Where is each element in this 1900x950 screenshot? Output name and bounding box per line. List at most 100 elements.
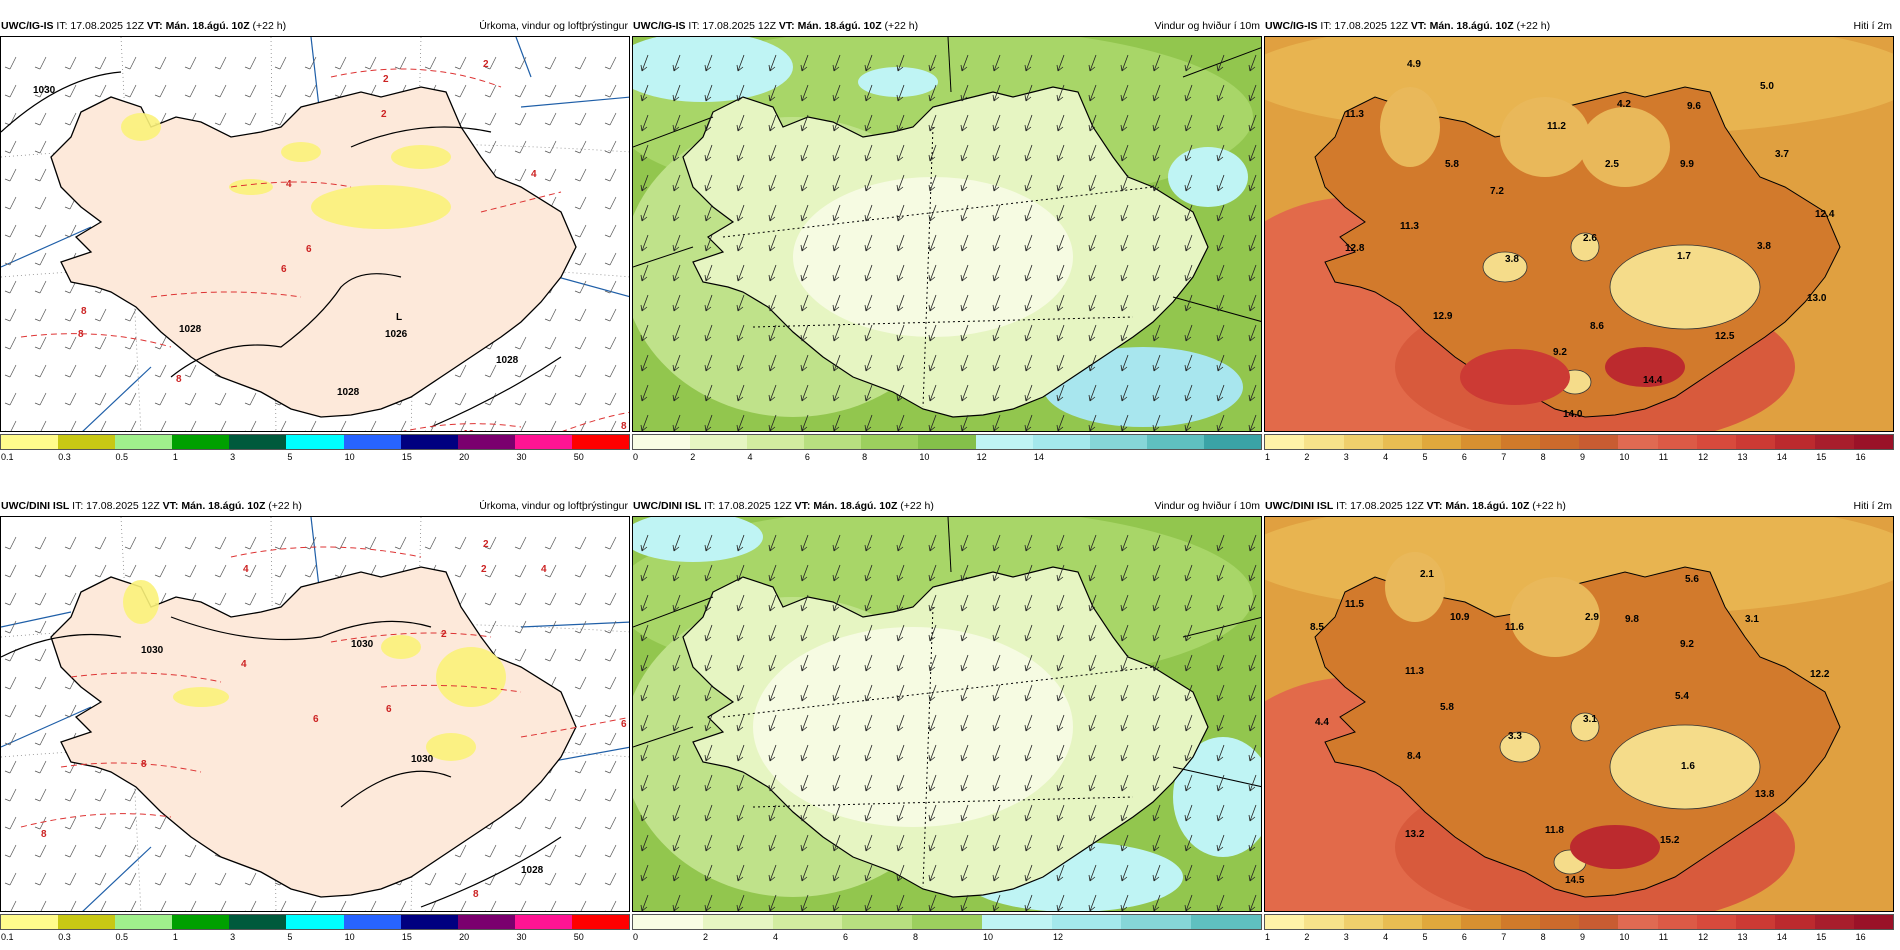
wind-arrow bbox=[864, 204, 873, 222]
wind-arrow bbox=[800, 414, 809, 431]
wind-arrow bbox=[800, 144, 809, 162]
wind-arrow bbox=[928, 54, 937, 72]
colorbar-tick-label: 0.5 bbox=[115, 452, 129, 462]
temperature-value: 5.8 bbox=[1445, 159, 1459, 170]
wind-arrow bbox=[928, 834, 937, 852]
wind-barb bbox=[124, 844, 137, 858]
wind-barb bbox=[574, 308, 587, 322]
wind-arrow bbox=[1152, 594, 1161, 612]
wind-arrow bbox=[672, 354, 681, 372]
wind-arrow bbox=[1120, 744, 1129, 762]
wind-barb bbox=[244, 392, 257, 406]
wind-barb bbox=[544, 816, 557, 830]
temperature-value: 10.9 bbox=[1450, 612, 1470, 623]
panel-title: Úrkoma, vindur og loftþrýstingur bbox=[479, 500, 628, 512]
wind-arrow bbox=[832, 174, 841, 192]
wind-arrow bbox=[832, 204, 841, 222]
wind-arrow bbox=[992, 834, 1001, 852]
wind-barb bbox=[34, 592, 47, 606]
colorbar-tick-label: 0 bbox=[633, 932, 639, 942]
iceland-landmass bbox=[50, 86, 577, 418]
wind-barb bbox=[605, 420, 617, 431]
wind-arrow bbox=[800, 564, 809, 582]
wind-arrow bbox=[832, 324, 841, 342]
wind-barb bbox=[124, 84, 137, 98]
isobar-label: 1030 bbox=[141, 645, 164, 656]
wind-barb bbox=[604, 788, 617, 802]
wind-arrow bbox=[1088, 114, 1097, 132]
wind-barb bbox=[604, 732, 617, 746]
wind-arrow bbox=[928, 324, 937, 342]
wind-barb bbox=[154, 872, 167, 886]
wind-arrow bbox=[960, 264, 969, 282]
temp-850-label: 4 bbox=[531, 169, 537, 180]
wind-arrow bbox=[992, 54, 1001, 72]
colorbar-tick-label: 15 bbox=[401, 452, 412, 462]
colorbar-tick-label: 0.3 bbox=[58, 932, 71, 942]
wind-arrow bbox=[800, 534, 809, 552]
colorbar-tick-label: 0 bbox=[633, 452, 639, 462]
wind-arrow bbox=[1216, 204, 1225, 222]
wind-arrow bbox=[1024, 594, 1033, 612]
wind-arrow bbox=[1184, 534, 1193, 552]
wind-barb bbox=[34, 112, 47, 126]
colorbar-tick-label: 5 bbox=[1422, 452, 1428, 462]
wind-arrow bbox=[1088, 234, 1097, 252]
colorbar-swatch bbox=[229, 435, 287, 449]
colorbar-tick-label: 4 bbox=[1383, 452, 1389, 462]
wind-barb bbox=[484, 392, 497, 406]
wind-barb bbox=[4, 196, 17, 210]
wind-barb bbox=[454, 56, 467, 70]
wind-barb bbox=[544, 648, 557, 662]
wind-arrow bbox=[704, 804, 713, 822]
wind-arrow bbox=[992, 144, 1001, 162]
wind-arrow bbox=[736, 234, 745, 252]
wind-arrow bbox=[1056, 894, 1065, 911]
wind-barb bbox=[394, 536, 407, 550]
wind-arrow bbox=[1120, 564, 1129, 582]
wind-arrow bbox=[1248, 324, 1257, 342]
colorbar-tick-label: 12 bbox=[1698, 932, 1709, 942]
colorbar-swatch bbox=[861, 435, 919, 449]
wind-arrow bbox=[672, 384, 681, 402]
wind-barb bbox=[574, 168, 587, 182]
wind-arrow bbox=[1088, 54, 1097, 72]
wind-arrow bbox=[896, 744, 905, 762]
colorbar-tick-label: 6 bbox=[804, 452, 810, 462]
wind-barb bbox=[514, 592, 527, 606]
wind-arrow bbox=[1248, 354, 1257, 372]
wind-barb bbox=[65, 420, 77, 431]
colorbar-swatch bbox=[457, 915, 515, 929]
wind-arrow bbox=[736, 294, 745, 312]
colorbar-tick-label: 14 bbox=[1033, 452, 1044, 462]
wind-barb bbox=[424, 536, 437, 550]
wind-barb bbox=[544, 592, 557, 606]
colorbar-tick-label: 0.3 bbox=[58, 452, 71, 462]
wind-barb bbox=[245, 420, 257, 431]
wind-barb bbox=[274, 564, 287, 578]
wind-barb bbox=[184, 536, 197, 550]
colorbar-tick-label: 8 bbox=[1540, 452, 1546, 462]
wind-arrow bbox=[672, 114, 681, 132]
wind-arrow bbox=[960, 234, 969, 252]
colorbar-swatch bbox=[172, 915, 230, 929]
wind-barb bbox=[574, 676, 587, 690]
temperature-value: 12.4 bbox=[1815, 209, 1835, 220]
wind-arrow bbox=[736, 834, 745, 852]
wind-arrow bbox=[800, 894, 809, 911]
wind-arrow bbox=[1248, 534, 1257, 552]
wind-barb bbox=[215, 420, 227, 431]
wind-barb bbox=[64, 336, 77, 350]
wind-barb bbox=[4, 224, 17, 238]
wind-arrow bbox=[1248, 744, 1257, 762]
isobar-label: 1030 bbox=[411, 754, 434, 765]
wind-arrow bbox=[864, 174, 873, 192]
temperature-value: 9.9 bbox=[1680, 159, 1694, 170]
wind-arrow bbox=[1184, 864, 1193, 882]
wind-arrow bbox=[960, 294, 969, 312]
wind-barb bbox=[124, 788, 137, 802]
wind-barb bbox=[154, 364, 167, 378]
wind-arrow bbox=[1024, 354, 1033, 372]
wind-barb bbox=[155, 900, 167, 911]
colorbar-swatch bbox=[571, 915, 630, 929]
